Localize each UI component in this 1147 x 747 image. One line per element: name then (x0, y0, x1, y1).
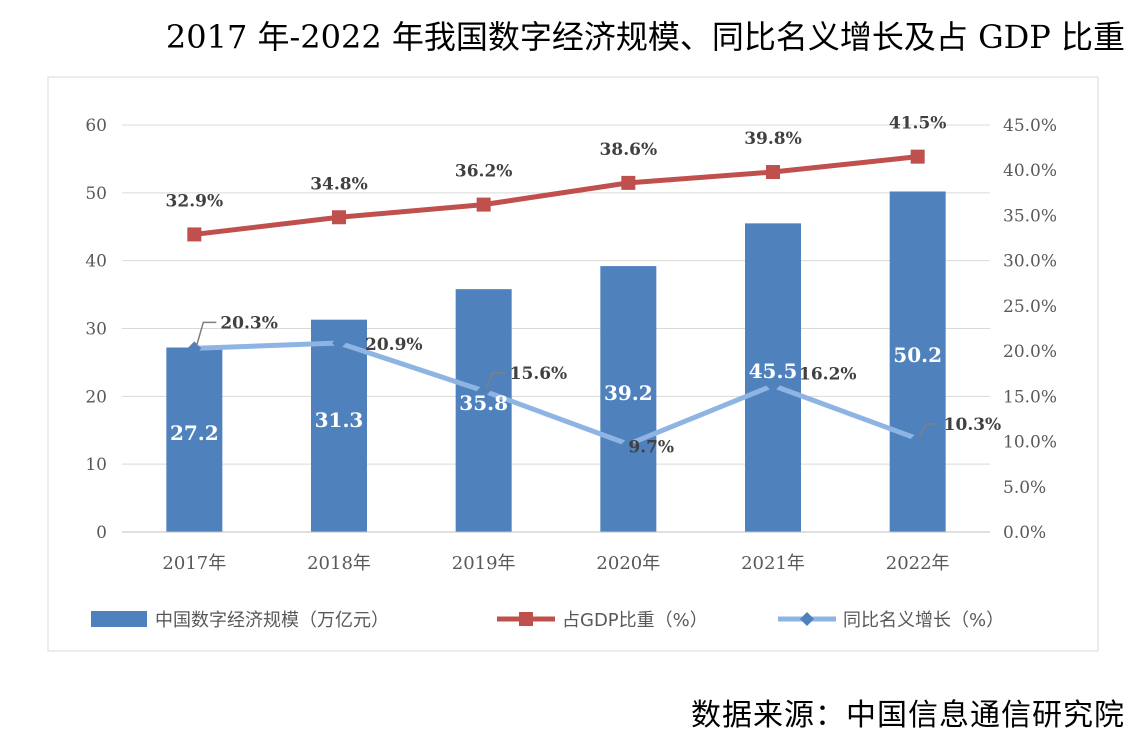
growth-label: 15.6% (510, 364, 568, 384)
gdp-share-label: 32.9% (166, 191, 224, 211)
legend-growth-swatch-marker (800, 612, 814, 626)
legend-gdp-label: 占GDP比重（%） (562, 610, 708, 631)
bar-value-label: 35.8 (459, 391, 508, 415)
bar (889, 191, 946, 532)
y-right-tick-label: 40.0% (1003, 161, 1057, 181)
gdp-share-marker (476, 197, 491, 212)
chart-title: 2017 年-2022 年我国数字经济规模、同比名义增长及占 GDP 比重 (165, 18, 1125, 56)
bar-value-label: 50.2 (893, 343, 942, 367)
growth-label: 20.9% (365, 335, 423, 355)
y-right-tick-label: 10.0% (1003, 433, 1057, 453)
data-labels: 27.2 31.3 35.8 39.2 45.5 50.2 32.9% 34.8% 36.2% 3… (166, 114, 1002, 458)
legend-bar-swatch (91, 611, 147, 627)
x-tick-label: 2018年 (307, 553, 371, 574)
bar (166, 347, 223, 532)
x-tick-label: 2021年 (741, 553, 805, 574)
growth-label-leader (919, 423, 940, 438)
growth-label-leader (195, 321, 217, 347)
bar-value-label: 27.2 (170, 421, 219, 445)
y-right-tick-label: 25.0% (1003, 297, 1057, 317)
legend: 中国数字经济规模（万亿元） 占GDP比重（%） 同比名义增长（%） (91, 610, 1004, 631)
bar-value-label: 31.3 (315, 408, 364, 432)
gdp-share-marker (621, 175, 636, 190)
growth-label-leader (484, 372, 506, 390)
bar (600, 266, 657, 532)
y-right-tick-label: 30.0% (1003, 252, 1057, 272)
gdp-share-label: 38.6% (600, 140, 658, 160)
gdp-share-line (194, 154, 918, 237)
bar-value-label: 45.5 (749, 359, 798, 383)
gdp-share-marker (766, 165, 780, 180)
legend-growth-label: 同比名义增长（%） (843, 610, 1004, 631)
gdp-share-label: 36.2% (455, 162, 513, 182)
gdp-share-label: 39.8% (744, 129, 802, 149)
x-tick-label: 2022年 (886, 553, 950, 574)
growth-marker (476, 383, 491, 398)
bar (455, 289, 512, 532)
y-right-tick-label: 5.0% (1003, 478, 1046, 498)
growth-label: 10.3% (944, 415, 1002, 435)
gdp-share-marker (332, 210, 346, 225)
axes: 0 10 20 30 40 50 60 0.0% 5.0% 10.0% 15.0% 20.0% 25.0… (85, 116, 1057, 574)
source-note: 数据来源：中国信息通信研究院 (691, 698, 1125, 733)
gdp-share-marker (910, 149, 925, 164)
growth-marker (766, 378, 780, 393)
growth-label: 9.7% (628, 437, 674, 457)
y-right-tick-label: 0.0% (1003, 523, 1046, 543)
gdp-share-label: 41.5% (889, 114, 947, 134)
bars (166, 191, 946, 532)
lines (187, 149, 925, 452)
y-right-tick-label: 20.0% (1003, 342, 1057, 362)
growth-label: 20.3% (220, 313, 278, 333)
y-right-tick-label: 45.0% (1003, 116, 1057, 136)
y-left-tick-label: 40 (85, 252, 107, 272)
y-left-tick-label: 30 (85, 320, 107, 340)
y-left-tick-label: 50 (85, 184, 107, 204)
x-tick-label: 2020年 (596, 553, 660, 574)
y-right-tick-label: 15.0% (1003, 387, 1057, 407)
growth-label: 16.2% (799, 364, 857, 384)
x-tick-label: 2017年 (162, 553, 226, 574)
legend-gdp-swatch-marker (519, 612, 533, 626)
growth-marker (332, 335, 346, 350)
y-left-tick-label: 20 (85, 387, 107, 407)
bar (311, 319, 367, 532)
growth-marker (621, 437, 636, 452)
gdp-share-marker (187, 227, 202, 242)
growth-line (194, 340, 919, 447)
x-tick-label: 2019年 (452, 553, 516, 574)
bar-value-label: 39.2 (604, 381, 653, 405)
gdp-share-label: 34.8% (310, 174, 368, 194)
y-left-tick-label: 60 (85, 116, 107, 136)
y-left-tick-label: 10 (85, 455, 107, 475)
bar (745, 223, 801, 532)
chart-svg: 27.2 31.3 35.8 39.2 45.5 50.2 32.9% 34.8% 36.2% 3… (47, 76, 1099, 652)
y-left-tick-label: 0 (96, 523, 107, 543)
legend-bar-label: 中国数字经济规模（万亿元） (155, 610, 389, 631)
y-right-tick-label: 35.0% (1003, 206, 1057, 226)
growth-marker (187, 341, 202, 356)
